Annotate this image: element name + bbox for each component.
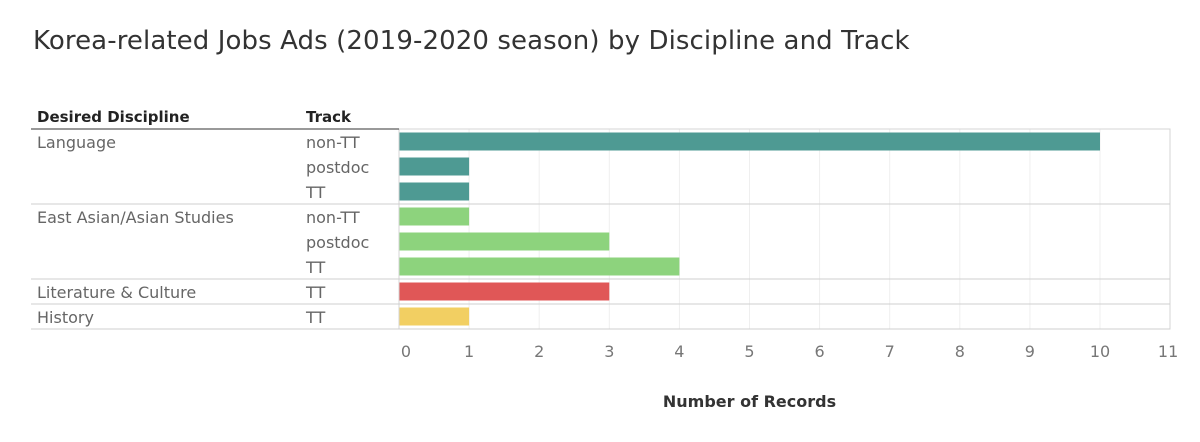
x-tick-label: 5: [744, 342, 754, 361]
track-column-header: Track: [306, 108, 351, 126]
track-label: TT: [305, 283, 325, 302]
x-tick-label: 11: [1158, 342, 1178, 361]
x-tick-label: 2: [534, 342, 544, 361]
track-label: TT: [305, 258, 325, 277]
x-tick-label: 10: [1090, 342, 1110, 361]
discipline-label: Language: [37, 133, 116, 152]
track-label: TT: [305, 308, 325, 327]
track-label: postdoc: [306, 158, 369, 177]
bar: [399, 257, 680, 276]
bar: [399, 207, 470, 226]
x-tick-label: 8: [955, 342, 965, 361]
bar: [399, 182, 470, 201]
track-label: postdoc: [306, 233, 369, 252]
bar: [399, 307, 470, 326]
bar: [399, 282, 610, 301]
x-tick-label: 7: [885, 342, 895, 361]
track-label: non-TT: [306, 208, 360, 227]
track-label: non-TT: [306, 133, 360, 152]
bar: [399, 132, 1100, 151]
discipline-label: Literature & Culture: [37, 283, 196, 302]
discipline-label: East Asian/Asian Studies: [37, 208, 234, 227]
x-tick-label: 4: [674, 342, 684, 361]
x-tick-label: 9: [1025, 342, 1035, 361]
discipline-label: History: [37, 308, 94, 327]
track-label: TT: [305, 183, 325, 202]
x-tick-label: 0: [401, 342, 411, 361]
discipline-column-header: Desired Discipline: [37, 108, 190, 126]
bar: [399, 232, 610, 251]
x-tick-label: 3: [604, 342, 614, 361]
x-axis-title: Number of Records: [662, 392, 837, 411]
x-tick-label: 1: [464, 342, 474, 361]
bar: [399, 157, 470, 176]
x-tick-label: 6: [815, 342, 825, 361]
chart-title: Korea-related Jobs Ads (2019-2020 season…: [33, 26, 910, 56]
